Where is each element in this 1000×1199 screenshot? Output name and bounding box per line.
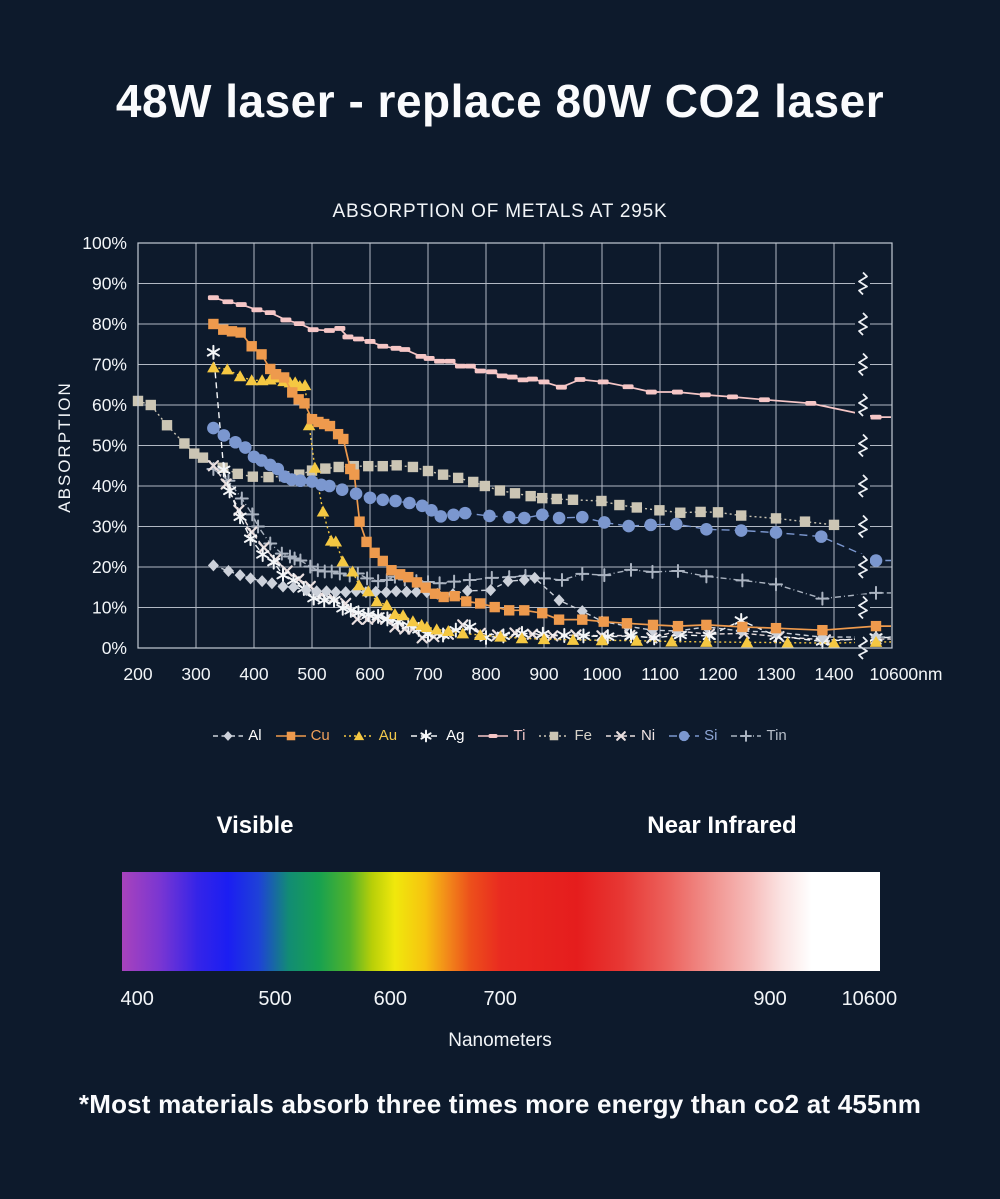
- series-Si: [207, 421, 891, 567]
- near-infrared-label: Near Infrared: [647, 812, 797, 839]
- nanometers-label: Nanometers: [448, 1030, 552, 1051]
- legend-label: Cu: [310, 727, 330, 744]
- spectrum-gradient-bar: [122, 872, 880, 971]
- spectrum-tick-900: 900: [753, 988, 787, 1010]
- svg-text:700: 700: [413, 664, 442, 684]
- chart-legend: Al Cu Au Ag Ti Fe Ni Si Tin: [0, 727, 1000, 744]
- y-axis-title: ABSORPTION: [55, 381, 74, 512]
- svg-text:1400: 1400: [815, 664, 854, 684]
- legend-item-cu: Cu: [275, 727, 330, 744]
- spectrum-tick-10600: 10600: [841, 988, 898, 1010]
- legend-marker-triangle-icon: [343, 730, 374, 740]
- spectrum-tick-500: 500: [258, 988, 292, 1010]
- legend-item-ti: Ti: [478, 727, 525, 744]
- legend-label: Fe: [574, 727, 592, 744]
- legend-marker-circle-icon: [669, 730, 700, 741]
- absorption-chart: 100% 90% 80% 70% 60% 50% 40% 30% 20% 10% 0% 200 300 4…: [55, 233, 942, 684]
- svg-text:300: 300: [181, 664, 210, 684]
- svg-text:1300: 1300: [757, 664, 796, 684]
- svg-text:30%: 30%: [92, 517, 127, 537]
- svg-text:1200: 1200: [699, 664, 738, 684]
- svg-text:10600nm: 10600nm: [870, 664, 943, 684]
- legend-label: Al: [248, 727, 262, 744]
- series-Ag: [206, 344, 891, 650]
- legend-item-au: Au: [343, 727, 398, 744]
- legend-marker-bar-icon: [478, 733, 509, 738]
- svg-text:100%: 100%: [82, 233, 127, 253]
- legend-label: Ti: [513, 727, 526, 744]
- legend-item-tin: Tin: [731, 727, 787, 744]
- legend-label: Ni: [640, 727, 656, 744]
- legend-item-si: Si: [669, 727, 717, 744]
- footnote: *Most materials absorb three times more …: [78, 1089, 922, 1119]
- legend-item-ag: Ag: [411, 727, 464, 744]
- svg-text:0%: 0%: [102, 638, 127, 658]
- series-layer: [132, 295, 891, 650]
- spectrum-section: [122, 872, 880, 971]
- legend-item-al: Al: [213, 727, 262, 744]
- svg-text:50%: 50%: [92, 436, 127, 456]
- page-title: 48W laser - replace 80W CO2 laser: [115, 75, 885, 127]
- legend-label: Au: [378, 727, 398, 744]
- spectrum-tick-600: 600: [373, 988, 408, 1010]
- legend-marker-asterisk-icon: [411, 729, 442, 742]
- legend-marker-x-icon: [605, 730, 636, 741]
- svg-text:1000: 1000: [583, 664, 622, 684]
- axis-break-zigzags: [855, 270, 870, 661]
- plot-border: [137, 242, 893, 649]
- legend-marker-diamond-icon: [213, 730, 244, 741]
- svg-text:20%: 20%: [92, 557, 127, 577]
- x-axis-ticks: 200 300 400 500 600 700 800 900 1000 1100 1200 1300…: [123, 664, 942, 684]
- svg-text:400: 400: [239, 664, 268, 684]
- svg-text:80%: 80%: [92, 314, 127, 334]
- spectrum-ticks: 400 500 600 700 900 10600: [120, 988, 897, 1012]
- legend-label: Si: [704, 727, 718, 744]
- svg-text:600: 600: [355, 664, 384, 684]
- svg-text:40%: 40%: [92, 476, 127, 496]
- svg-text:1100: 1100: [641, 664, 679, 684]
- series-Au: [207, 361, 891, 649]
- series-Ti: [207, 295, 891, 420]
- spectrum-tick-400: 400: [120, 988, 154, 1010]
- legend-item-fe: Fe: [539, 727, 592, 744]
- svg-text:200: 200: [123, 664, 152, 684]
- series-Cu: [208, 318, 891, 636]
- svg-text:70%: 70%: [92, 355, 127, 375]
- legend-item-ni: Ni: [605, 727, 656, 744]
- legend-marker-square-icon: [275, 731, 306, 740]
- spectrum-tick-700: 700: [483, 988, 517, 1010]
- legend-marker-plus-icon: [731, 729, 762, 742]
- legend-marker-square-icon: [539, 731, 570, 740]
- legend-label: Tin: [766, 727, 787, 744]
- svg-text:900: 900: [529, 664, 558, 684]
- chart-title: ABSORPTION OF METALS AT 295K: [332, 201, 668, 222]
- svg-text:60%: 60%: [92, 395, 127, 415]
- legend-label: Ag: [446, 727, 465, 744]
- svg-text:10%: 10%: [92, 598, 127, 618]
- svg-text:800: 800: [471, 664, 500, 684]
- visible-label: Visible: [216, 812, 294, 839]
- svg-text:500: 500: [297, 664, 326, 684]
- y-axis-ticks: 100% 90% 80% 70% 60% 50% 40% 30% 20% 10% 0%: [82, 233, 127, 658]
- svg-text:90%: 90%: [92, 274, 127, 294]
